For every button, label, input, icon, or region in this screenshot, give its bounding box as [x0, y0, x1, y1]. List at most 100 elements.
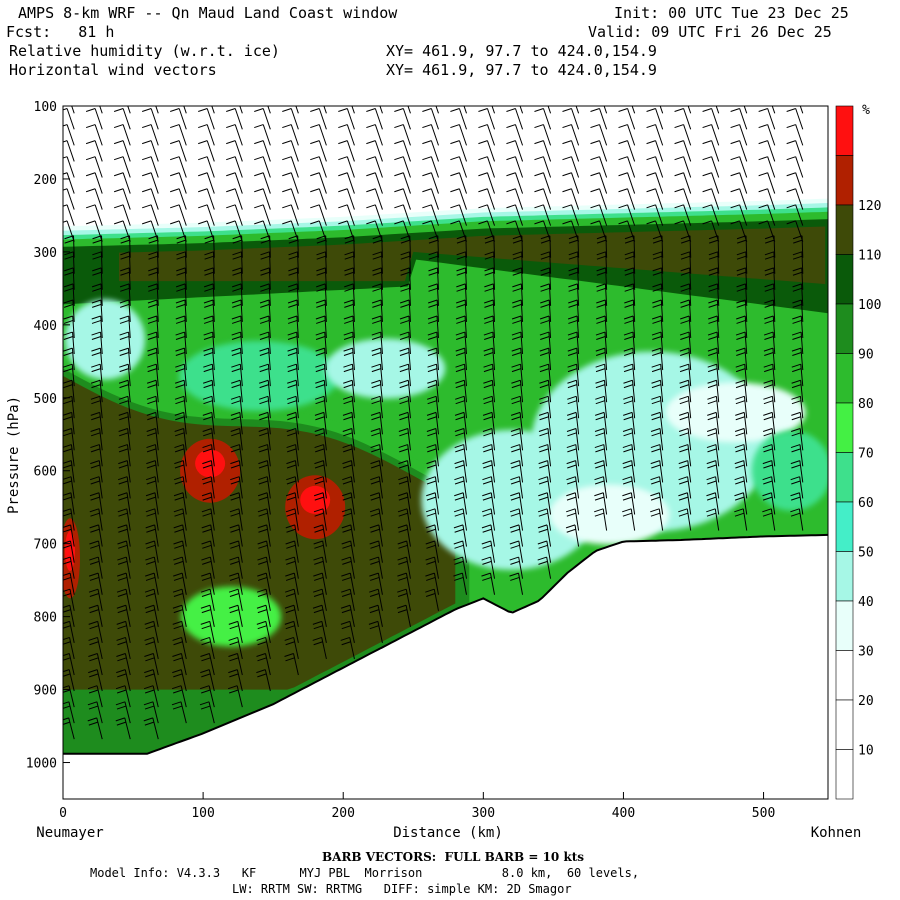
wind-barb-staff	[152, 701, 159, 724]
wind-barb-flag	[202, 528, 212, 533]
wind-barb-staff	[290, 172, 299, 194]
wind-barb-flag	[539, 395, 549, 400]
wind-barb-flag	[422, 172, 432, 177]
wind-barb-flag	[256, 604, 267, 609]
wind-barb-flag	[512, 251, 522, 256]
wind-barb-staff	[546, 492, 552, 515]
wind-barb-flag	[562, 188, 572, 193]
wind-barb-staff	[576, 348, 580, 371]
wind-barb-flag	[567, 400, 577, 405]
wind-barb-flag	[310, 124, 320, 129]
wind-barb-flag	[173, 524, 183, 529]
wind-barb-staff	[547, 380, 552, 403]
wind-barb-flag	[202, 496, 212, 501]
wind-barb-flag	[228, 685, 238, 690]
wind-barb-flag	[786, 108, 796, 112]
wind-barb-flag	[90, 464, 101, 469]
wind-barb-staff	[72, 251, 75, 274]
wind-barb-flag	[198, 204, 208, 209]
wind-barb-staff	[435, 380, 439, 403]
wind-barb-staff	[153, 589, 159, 611]
wind-barb-flag	[590, 156, 600, 161]
wind-barb-flag	[679, 395, 689, 400]
wind-barb-flag	[119, 331, 129, 336]
wind-barb-flag	[202, 560, 212, 565]
wind-barb-flag	[203, 432, 213, 437]
wind-barb-flag	[427, 379, 437, 384]
wind-barb-staff	[408, 267, 411, 290]
colorbar-label: 100	[858, 298, 881, 313]
wind-barb-staff	[352, 315, 355, 339]
rh-core-120	[195, 449, 226, 478]
wind-barb-flag	[427, 352, 438, 357]
wind-barb-flag	[483, 331, 494, 336]
wind-barb-flag	[594, 444, 604, 449]
wind-barb-flag	[119, 283, 130, 288]
wind-barb-flag	[484, 319, 494, 324]
wind-barb-flag	[315, 299, 326, 304]
wind-barb-staff	[212, 332, 215, 355]
wind-barb-flag	[118, 432, 129, 437]
wind-barb-flag	[340, 636, 350, 641]
wind-barb-flag	[398, 464, 409, 469]
wind-barb-staff	[96, 669, 103, 692]
wind-barb-flag	[428, 319, 438, 324]
wind-barb-flag	[652, 251, 662, 256]
wind-barb-flag	[63, 685, 70, 689]
wind-barb-flag	[400, 267, 410, 272]
wind-barb-staff	[290, 204, 299, 226]
wind-barb-flag	[730, 140, 740, 145]
wind-barb-flag	[427, 315, 438, 320]
wind-barb-flag	[566, 476, 576, 481]
wind-barb-flag	[258, 395, 269, 400]
wind-barb-flag	[170, 140, 180, 145]
wind-barb-flag	[287, 363, 297, 368]
wind-barb-flag	[63, 717, 69, 721]
wind-barb-staff	[486, 156, 496, 178]
wind-barb-flag	[651, 384, 662, 389]
wind-barb-flag	[260, 267, 270, 272]
wind-barb-staff	[571, 108, 580, 130]
wind-barb-flag	[540, 267, 550, 272]
wind-barb-flag	[344, 251, 354, 256]
wind-barb-flag	[175, 331, 185, 336]
wind-barb-flag	[144, 620, 154, 625]
wind-barb-flag	[759, 92, 768, 95]
wind-barb-staff	[98, 460, 103, 483]
wind-barb-flag	[398, 411, 409, 416]
colorbar-label: 120	[858, 199, 881, 214]
wind-barb-staff	[405, 573, 411, 595]
wind-barb-flag	[201, 492, 212, 497]
wind-barb-staff	[486, 220, 496, 242]
wind-barb-staff	[100, 267, 103, 290]
wind-barb-flag	[285, 508, 296, 513]
wind-barb-staff	[208, 685, 215, 708]
wind-barb-flag	[790, 476, 800, 481]
wind-barb-flag	[226, 108, 236, 112]
wind-barb-staff	[322, 540, 327, 563]
wind-barb-flag	[540, 319, 550, 324]
model-physics: LW: RRTM SW: RRTMG DIFF: simple KM: 2D S…	[232, 882, 572, 896]
wind-barb-flag	[315, 379, 325, 384]
wind-barb-flag	[680, 255, 691, 260]
wind-barb-flag	[730, 124, 740, 129]
wind-barb-staff	[68, 717, 75, 740]
wind-barb-staff	[66, 188, 75, 210]
wind-barb-staff	[290, 140, 299, 162]
wind-barb-staff	[209, 589, 215, 611]
wind-barb-flag	[232, 239, 242, 244]
wind-barb-staff	[514, 204, 524, 226]
wind-barb-flag	[341, 556, 351, 561]
wind-barb-flag	[455, 448, 465, 453]
wind-barb-flag	[201, 540, 211, 545]
wind-barb-flag	[310, 220, 320, 225]
wind-barb-flag	[116, 705, 127, 710]
wind-barb-flag	[791, 395, 801, 400]
wind-barb-flag	[596, 303, 606, 308]
wind-barb-flag	[400, 287, 410, 292]
wind-barb-staff	[323, 380, 327, 403]
wind-barb-flag	[678, 427, 689, 432]
wind-barb-flag	[596, 239, 607, 244]
wind-barb-staff	[795, 156, 804, 178]
wind-barb-flag	[566, 460, 576, 465]
